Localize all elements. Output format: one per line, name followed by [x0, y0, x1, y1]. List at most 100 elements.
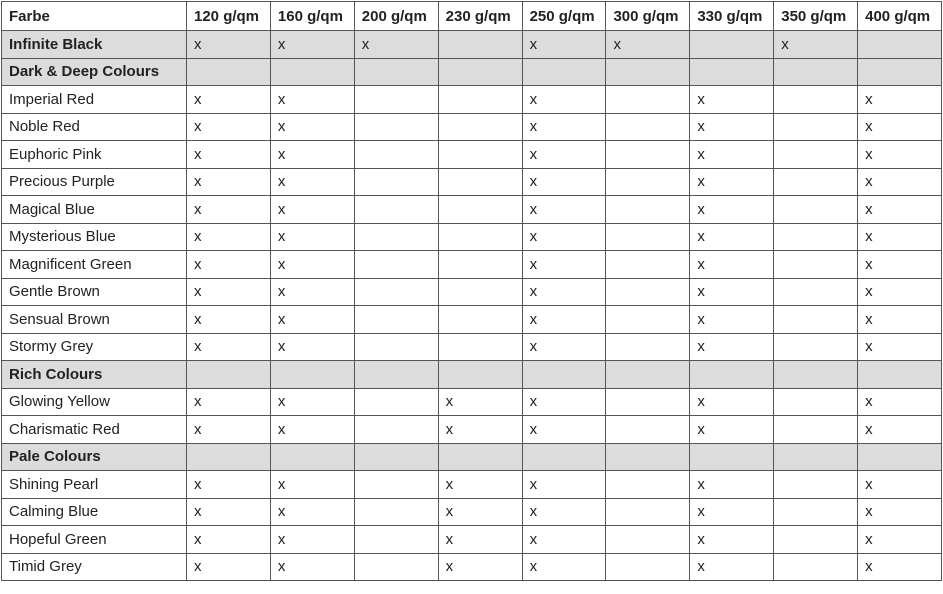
availability-cell — [605, 85, 691, 114]
availability-cell: x — [689, 222, 775, 251]
availability-cell — [773, 222, 859, 251]
color-name: Sensual Brown — [1, 305, 187, 334]
availability-cell — [353, 470, 439, 499]
availability-cell: x — [521, 167, 607, 196]
availability-cell: x — [689, 85, 775, 114]
availability-cell: x — [857, 167, 943, 196]
availability-cell: x — [857, 470, 943, 499]
availability-cell — [605, 497, 691, 526]
color-name: Euphoric Pink — [1, 140, 187, 169]
availability-cell — [353, 85, 439, 114]
availability-cell: x — [186, 497, 271, 526]
availability-cell — [521, 442, 607, 471]
availability-cell — [437, 360, 523, 389]
availability-cell: x — [521, 305, 607, 334]
availability-cell: x — [689, 387, 775, 416]
availability-cell: x — [269, 525, 355, 554]
availability-cell — [269, 360, 355, 389]
color-name: Timid Grey — [1, 552, 187, 581]
availability-cell — [605, 442, 691, 471]
color-name: Stormy Grey — [1, 332, 187, 361]
availability-cell — [186, 442, 271, 471]
availability-cell — [773, 415, 859, 444]
availability-cell — [186, 360, 271, 389]
color-name: Glowing Yellow — [1, 387, 187, 416]
availability-cell: x — [857, 195, 943, 224]
availability-cell: x — [521, 222, 607, 251]
color-name: Rich Colours — [1, 360, 187, 389]
color-name: Charismatic Red — [1, 415, 187, 444]
table-row: Magnificent Green x x x x x — [1, 250, 943, 279]
availability-cell — [353, 387, 439, 416]
availability-cell: x — [269, 195, 355, 224]
header-weight: 300 g/qm — [605, 1, 691, 31]
availability-cell — [437, 140, 523, 169]
availability-cell: x — [269, 222, 355, 251]
availability-cell — [437, 277, 523, 306]
availability-cell — [605, 277, 691, 306]
availability-cell: x — [689, 277, 775, 306]
availability-cell — [605, 57, 691, 86]
availability-cell — [353, 140, 439, 169]
availability-cell — [773, 195, 859, 224]
color-name: Magical Blue — [1, 195, 187, 224]
availability-cell — [605, 112, 691, 141]
paper-weight-table: Farbe 120 g/qm 160 g/qm 200 g/qm 230 g/qm 250… — [1, 1, 943, 581]
availability-cell — [605, 525, 691, 554]
availability-cell — [353, 222, 439, 251]
availability-cell: x — [269, 30, 355, 59]
availability-cell: x — [689, 497, 775, 526]
availability-cell — [353, 442, 439, 471]
availability-cell — [437, 85, 523, 114]
availability-cell: x — [269, 112, 355, 141]
availability-cell: x — [521, 277, 607, 306]
availability-cell: x — [857, 140, 943, 169]
header-row: Farbe 120 g/qm 160 g/qm 200 g/qm 230 g/qm 250… — [1, 1, 943, 31]
availability-cell: x — [521, 552, 607, 581]
availability-cell — [689, 30, 775, 59]
availability-cell: x — [857, 332, 943, 361]
availability-cell: x — [437, 470, 523, 499]
availability-cell: x — [857, 552, 943, 581]
color-name: Precious Purple — [1, 167, 187, 196]
availability-cell: x — [269, 552, 355, 581]
availability-cell — [353, 250, 439, 279]
availability-cell: x — [186, 470, 271, 499]
availability-cell: x — [857, 277, 943, 306]
availability-cell: x — [269, 497, 355, 526]
group-row: Infinite Black x x x x x x — [1, 30, 943, 59]
availability-cell — [605, 195, 691, 224]
table-row: Stormy Grey x x x x x — [1, 332, 943, 361]
availability-cell — [437, 167, 523, 196]
availability-cell: x — [689, 167, 775, 196]
availability-cell: x — [186, 525, 271, 554]
availability-cell — [689, 442, 775, 471]
availability-cell — [605, 250, 691, 279]
availability-cell: x — [186, 85, 271, 114]
availability-cell — [605, 360, 691, 389]
availability-cell — [437, 222, 523, 251]
availability-cell — [857, 57, 943, 86]
availability-cell: x — [437, 525, 523, 554]
availability-cell — [773, 140, 859, 169]
table-row: Imperial Red x x x x x — [1, 85, 943, 114]
availability-cell: x — [269, 470, 355, 499]
header-weight: 330 g/qm — [689, 1, 775, 31]
availability-cell — [773, 360, 859, 389]
availability-cell: x — [521, 250, 607, 279]
availability-cell: x — [689, 552, 775, 581]
availability-cell: x — [269, 277, 355, 306]
color-name: Hopeful Green — [1, 525, 187, 554]
header-weight: 230 g/qm — [437, 1, 523, 31]
table-row: Glowing Yellow x x x x x x — [1, 387, 943, 416]
availability-cell: x — [689, 332, 775, 361]
availability-cell — [773, 277, 859, 306]
availability-cell — [689, 360, 775, 389]
availability-cell — [353, 167, 439, 196]
availability-cell: x — [857, 525, 943, 554]
availability-cell: x — [521, 195, 607, 224]
availability-cell: x — [186, 250, 271, 279]
color-name: Dark & Deep Colours — [1, 57, 187, 86]
availability-cell — [773, 250, 859, 279]
availability-cell — [773, 112, 859, 141]
